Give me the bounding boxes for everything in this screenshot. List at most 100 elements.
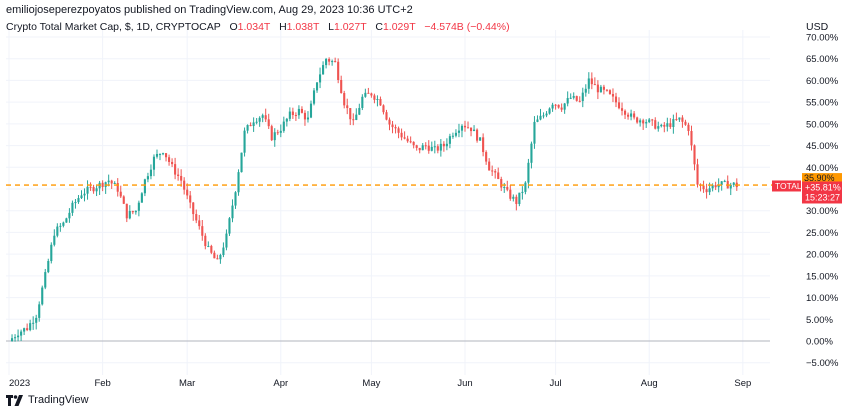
candle-body (373, 95, 376, 100)
candle-body (143, 179, 146, 194)
candle-body (340, 79, 343, 93)
candle-body (246, 125, 249, 131)
value-tag-text: +35.81% (805, 182, 841, 192)
high-label: H (279, 21, 287, 33)
high-value: 1.038T (286, 21, 320, 33)
candle-body (642, 120, 645, 124)
candle-body (409, 141, 412, 143)
candle-body (620, 108, 624, 111)
candle-body (527, 162, 530, 183)
candle-body (669, 123, 672, 127)
y-tick-label: 30.00% (806, 206, 839, 217)
candle-body (346, 105, 349, 109)
value-tag-bg (802, 181, 842, 204)
candle-body (394, 127, 397, 129)
candle-body (303, 112, 307, 120)
candle-body (385, 112, 388, 120)
candle-body (639, 120, 642, 123)
candle-body (146, 176, 149, 180)
candle-body (35, 317, 38, 323)
currency-label[interactable]: USD (806, 21, 829, 33)
candle-body (38, 304, 41, 318)
candle-body (171, 161, 174, 165)
candle-body (403, 137, 406, 139)
publisher-line: emiliojoseperezpoyatos published on Trad… (6, 4, 413, 16)
candle-body (521, 191, 524, 193)
candle-body (20, 331, 23, 336)
x-tick-label: 2023 (9, 378, 30, 389)
level-tag-bg (802, 173, 842, 184)
candle-body (611, 94, 615, 97)
countdown-text: 15:23:27 (805, 192, 840, 202)
x-tick-label: Apr (273, 378, 288, 389)
candle-body (328, 59, 331, 62)
footer-brand[interactable]: TradingView (6, 394, 89, 406)
tradingview-logo-icon (6, 394, 23, 406)
candle-body (506, 186, 509, 190)
candle-body (406, 138, 409, 142)
candle-body (433, 146, 436, 148)
candle-body (352, 119, 355, 121)
candle-body (370, 93, 373, 96)
candle-body (26, 328, 29, 331)
candle-body (578, 100, 581, 102)
candle-body (201, 226, 204, 236)
candle-body (627, 114, 630, 117)
candle-body (388, 119, 391, 125)
candle-body (282, 121, 285, 131)
candle-body (47, 261, 50, 273)
candle-body (530, 143, 533, 163)
candle-body (174, 164, 177, 175)
candle-body (460, 125, 464, 131)
candle-body (273, 132, 276, 141)
price-tags: 35.90%TOTAL +35.81%15:23:27 (772, 173, 842, 204)
candle-body (343, 92, 346, 106)
candle-body (258, 117, 261, 122)
candle-body (225, 233, 228, 248)
candle-body (445, 143, 448, 147)
candle-body (581, 92, 584, 102)
candle-body (77, 198, 80, 203)
candle-body (554, 104, 557, 106)
candle-body (633, 113, 636, 118)
candle-body (599, 86, 602, 93)
candle-body (315, 82, 319, 91)
candle-body (533, 121, 536, 144)
candle-body (56, 226, 59, 236)
candle-body (137, 202, 140, 211)
candle-body (294, 115, 297, 117)
x-axis: 2023 Feb Mar Apr May Jun Jul Aug Sep (9, 378, 751, 389)
candle-body (723, 180, 726, 182)
low-label: L (328, 21, 334, 33)
candle-body (285, 118, 288, 122)
candle-body (331, 61, 334, 63)
candle-body (463, 125, 467, 128)
candle-body (545, 113, 548, 116)
candle-body (309, 103, 313, 118)
candle-body (536, 119, 539, 122)
candle-body (705, 189, 708, 193)
candle-body (261, 115, 264, 118)
candle-body (666, 123, 669, 127)
brand-name: TradingView (28, 394, 89, 406)
candle-body (59, 225, 62, 227)
x-tick-label: Jul (550, 378, 562, 389)
candle-body (587, 78, 590, 89)
candle-body (134, 210, 137, 213)
candle-body (660, 124, 663, 127)
candle-body (255, 121, 258, 123)
candle-body (651, 119, 654, 121)
candle-body (228, 218, 231, 234)
candle-body (500, 179, 503, 188)
candle-body (412, 141, 415, 146)
candle-body (645, 122, 648, 124)
candle-body (515, 196, 518, 204)
y-tick-label: 10.00% (806, 293, 839, 304)
candle-body (177, 174, 180, 176)
x-tick-label: Mar (179, 378, 195, 389)
candle-body (457, 130, 461, 133)
candle-body (140, 193, 143, 203)
y-tick-label: 45.00% (806, 141, 839, 152)
candle-body (279, 130, 282, 133)
